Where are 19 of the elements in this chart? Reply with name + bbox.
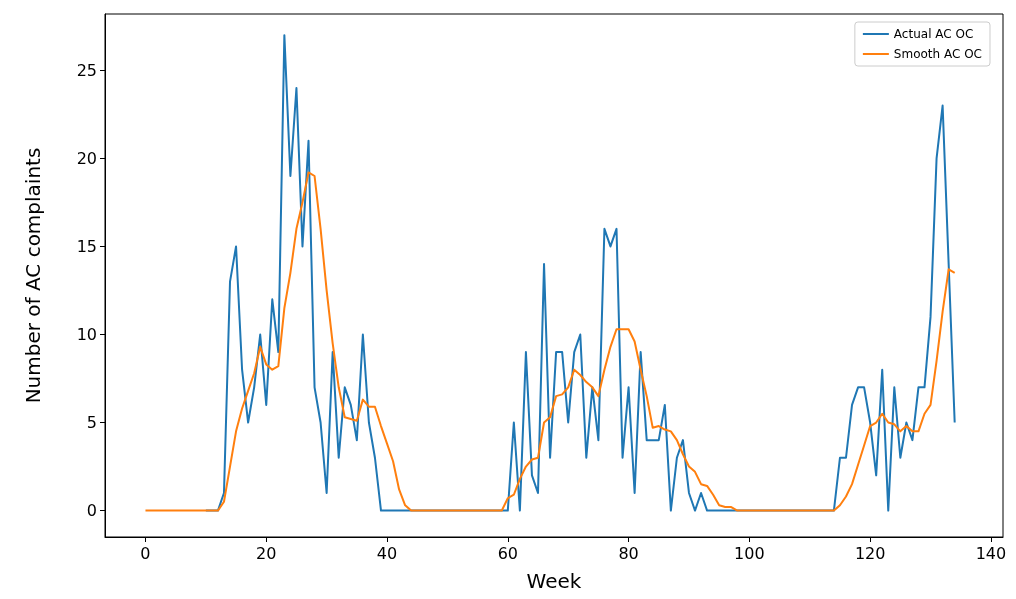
- x-tick-label: 140: [975, 543, 1007, 563]
- y-tick-label: 15: [76, 236, 97, 256]
- x-axis-title: Week: [526, 569, 582, 593]
- x-tick-label: 40: [376, 543, 398, 563]
- x-tick-label: 60: [497, 543, 518, 563]
- x-tick-label: 80: [618, 543, 639, 563]
- y-axis-title: Number of AC complaints: [21, 147, 45, 404]
- y-tick-label: 0: [86, 501, 97, 521]
- y-tick-label: 5: [86, 413, 97, 433]
- x-tick-label: 100: [734, 543, 765, 563]
- legend-label: Smooth AC OC: [893, 47, 983, 61]
- y-tick-label: 20: [76, 148, 97, 168]
- line-series: [144, 171, 956, 512]
- x-tick-label: 20: [256, 543, 277, 563]
- y-tick-label: 25: [76, 60, 97, 80]
- legend-label: Actual AC OC: [893, 27, 974, 41]
- x-tick-label: 0: [140, 543, 151, 563]
- y-tick-label: 10: [76, 324, 97, 344]
- x-tick-label: 120: [854, 543, 886, 563]
